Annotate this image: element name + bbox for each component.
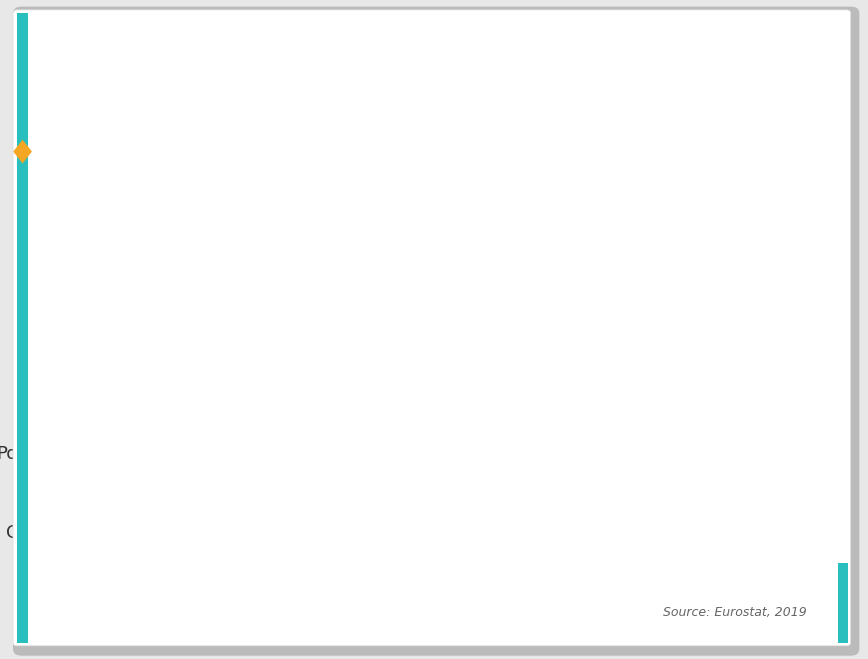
Bar [56, 471, 60, 498]
Bar [48, 511, 108, 517]
Text: 15,3: 15,3 [173, 366, 214, 385]
Bar [48, 491, 108, 498]
Bar [48, 498, 108, 504]
Text: 18,5: 18,5 [196, 524, 237, 542]
Bar [48, 471, 68, 498]
Text: Source: Eurostat, 2019: Source: Eurostat, 2019 [663, 606, 807, 619]
Text: Greece: Greece [6, 524, 70, 542]
Circle shape [64, 393, 76, 411]
Text: 6,5: 6,5 [112, 210, 141, 227]
Bar [48, 289, 108, 318]
Bar [48, 478, 108, 484]
Bar [48, 517, 108, 524]
Text: Unemployment Rate, Nov 2018: Unemployment Rate, Nov 2018 [84, 89, 696, 127]
Text: 10,5: 10,5 [136, 288, 177, 306]
Bar [78, 358, 307, 393]
Text: Portugal: Portugal [0, 445, 70, 463]
Bar [48, 175, 68, 234]
Bar [78, 279, 235, 315]
Bar [78, 201, 175, 236]
Bar [48, 483, 68, 489]
Text: Spain: Spain [20, 366, 70, 385]
Circle shape [61, 389, 79, 415]
Bar [48, 524, 108, 530]
Bar [78, 515, 356, 550]
Bar [48, 484, 108, 491]
Text: 7,0: 7,0 [115, 445, 145, 463]
Text: Europe Map
(geopandas not available): Europe Map (geopandas not available) [508, 324, 725, 362]
Text: EU: EU [46, 210, 70, 227]
Text: Italy: Italy [31, 288, 70, 306]
Bar [89, 175, 108, 234]
Bar [48, 372, 70, 432]
Bar [48, 504, 108, 511]
Bar [70, 372, 108, 432]
Circle shape [66, 396, 74, 408]
Circle shape [73, 296, 83, 310]
Bar [78, 436, 183, 472]
Bar [68, 175, 89, 234]
Bar [48, 471, 108, 478]
